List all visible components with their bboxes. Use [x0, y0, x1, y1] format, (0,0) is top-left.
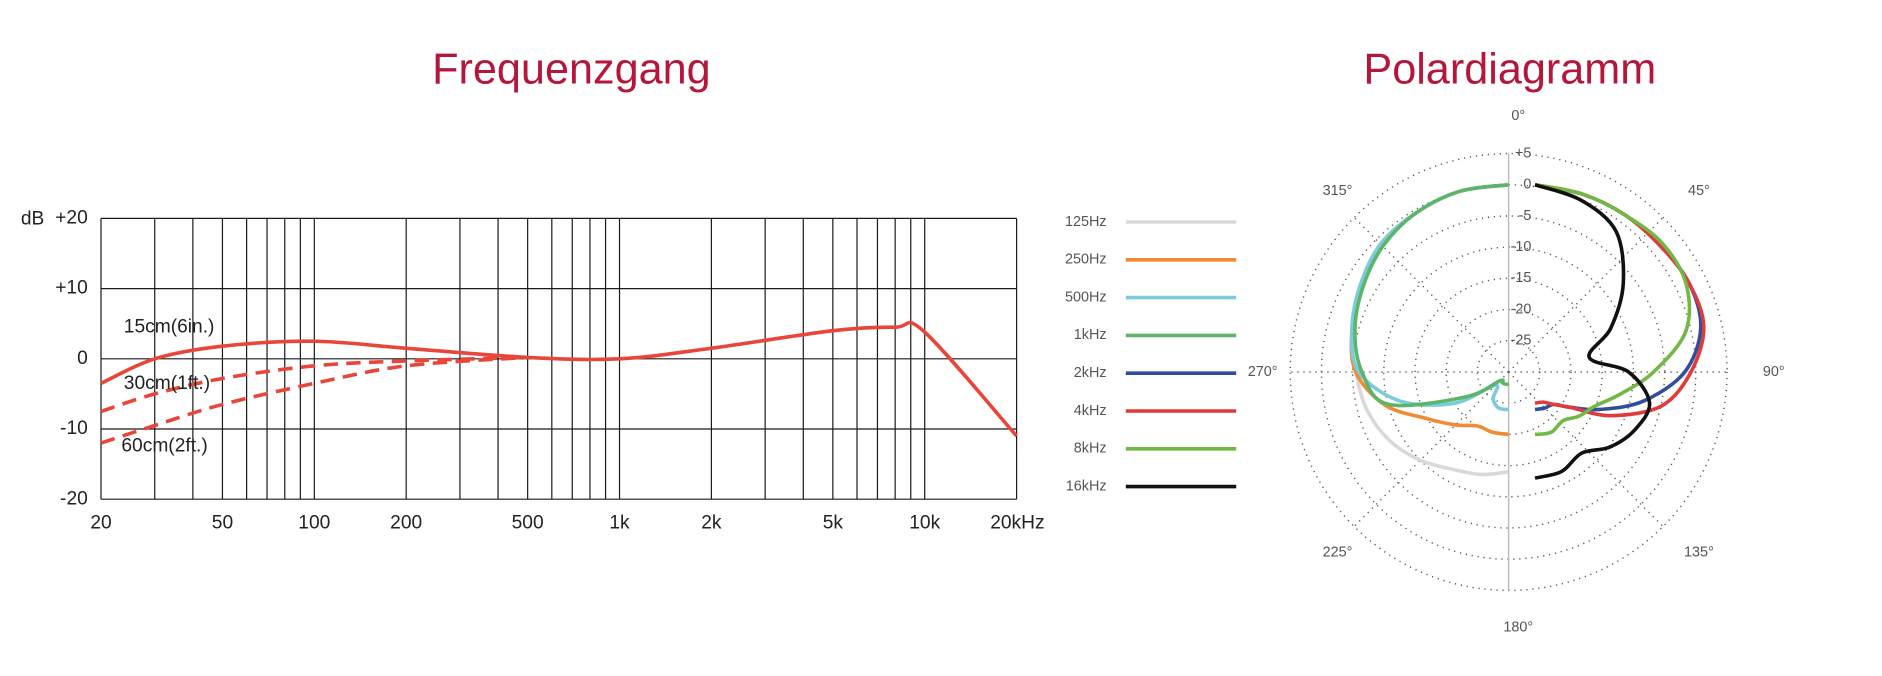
chart-title: Frequenzgang — [432, 45, 711, 93]
r-tick-label: -15 — [1511, 270, 1532, 286]
angle-label: 225° — [1323, 545, 1353, 561]
angle-label: 180° — [1503, 619, 1533, 635]
y-axis-label: dB — [21, 209, 44, 230]
x-tick-label: 50 — [212, 512, 233, 533]
angle-label: 270° — [1248, 364, 1278, 380]
x-tick-label: 1k — [609, 512, 630, 533]
x-tick-label: 20 — [90, 512, 111, 533]
radial-grid-line — [1508, 217, 1664, 373]
x-tick-label: 100 — [298, 512, 330, 533]
legend-label: 4kHz — [1074, 403, 1107, 419]
radial-grid-line — [1508, 371, 1664, 527]
r-tick-label: +5 — [1515, 145, 1531, 161]
polar-series — [1349, 183, 1509, 412]
grid-circle — [1289, 152, 1728, 592]
x-tick-label: 5k — [823, 512, 844, 533]
legend-label: 250Hz — [1065, 252, 1107, 268]
radial-grid-line — [1353, 217, 1510, 373]
r-tick-label: 0 — [1523, 177, 1531, 193]
grid-circle — [1414, 277, 1603, 467]
y-tick-label: +20 — [55, 207, 88, 228]
series-label: 30cm(1ft.) — [124, 373, 210, 394]
r-tick-label: -20 — [1511, 301, 1532, 317]
angle-label: 45° — [1688, 183, 1710, 199]
legend-label: 2kHz — [1074, 365, 1107, 381]
r-tick-label: -10 — [1511, 239, 1532, 255]
grid-circle — [1445, 308, 1572, 436]
polar-series — [1534, 183, 1652, 480]
legend-label: 16kHz — [1066, 478, 1107, 494]
chart-title: Polardiagramm — [1363, 45, 1656, 93]
legend-label: 8kHz — [1074, 441, 1107, 457]
polar-series — [1534, 183, 1692, 437]
x-tick-label: 10k — [909, 512, 940, 533]
polar-series — [1349, 183, 1509, 477]
y-tick-label: 0 — [77, 348, 88, 369]
r-tick-label: -5 — [1519, 208, 1532, 224]
line-series — [100, 355, 528, 414]
angle-label: 135° — [1684, 545, 1714, 561]
x-tick-label: 500 — [512, 512, 544, 533]
grid-circle — [1383, 246, 1635, 498]
polar-series — [1534, 183, 1703, 412]
x-tick-label: 2k — [701, 512, 722, 533]
x-tick-label: 20kHz — [990, 512, 1044, 533]
angle-label: 315° — [1323, 183, 1353, 199]
polar-series — [1353, 183, 1509, 408]
line-series — [100, 355, 528, 445]
y-tick-label: -10 — [60, 418, 88, 439]
legend-label: 500Hz — [1065, 289, 1107, 305]
legend-label: 125Hz — [1065, 214, 1107, 230]
y-tick-label: +10 — [55, 278, 88, 299]
x-tick-label: 200 — [390, 512, 422, 533]
angle-label: 0° — [1511, 108, 1525, 124]
radial-grid-line — [1353, 371, 1510, 527]
series-label: 15cm(6in.) — [124, 317, 215, 338]
y-tick-label: -20 — [60, 488, 88, 509]
legend-label: 1kHz — [1074, 327, 1107, 343]
r-tick-label: -25 — [1511, 333, 1532, 349]
line-series — [100, 320, 1018, 438]
angle-label: 90° — [1763, 364, 1785, 380]
series-label: 60cm(2ft.) — [121, 435, 207, 456]
